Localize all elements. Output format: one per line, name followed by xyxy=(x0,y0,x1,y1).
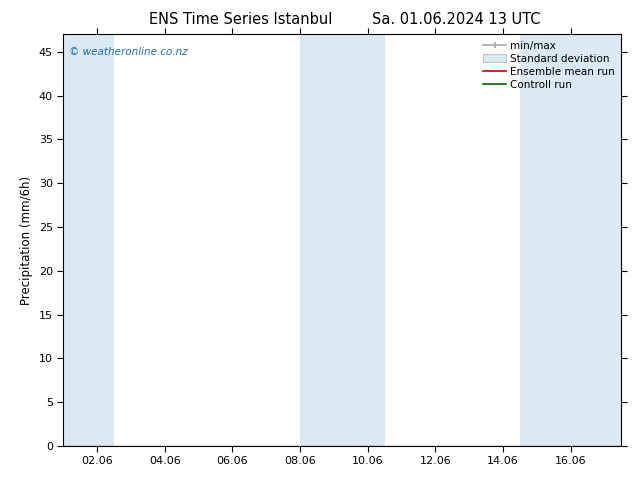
Text: ENS Time Series Istanbul: ENS Time Series Istanbul xyxy=(149,12,333,27)
Bar xyxy=(63,34,114,446)
Text: Sa. 01.06.2024 13 UTC: Sa. 01.06.2024 13 UTC xyxy=(372,12,541,27)
Legend: min/max, Standard deviation, Ensemble mean run, Controll run: min/max, Standard deviation, Ensemble me… xyxy=(479,36,619,94)
Bar xyxy=(520,34,621,446)
Text: © weatheronline.co.nz: © weatheronline.co.nz xyxy=(69,47,188,57)
Bar xyxy=(300,34,385,446)
Y-axis label: Precipitation (mm/6h): Precipitation (mm/6h) xyxy=(20,175,34,305)
